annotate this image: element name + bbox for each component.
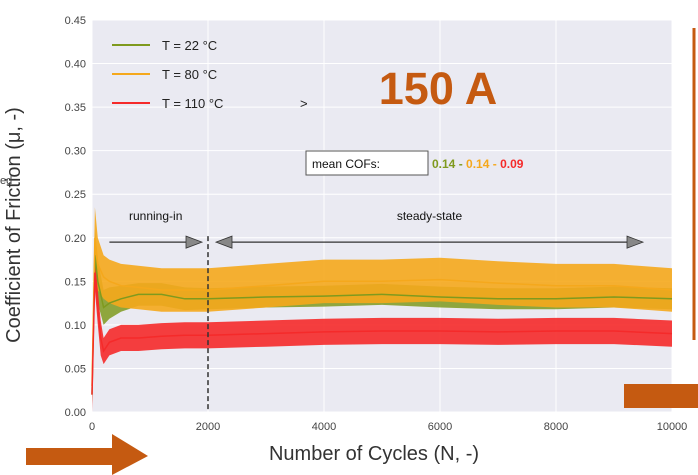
y-tick-label: 0.15 — [65, 276, 86, 288]
x-tick-label: 10000 — [657, 421, 688, 433]
legend-stray-mark: > — [300, 96, 308, 111]
phase-annotations: running-in steady-state — [109, 209, 645, 412]
series-bands — [92, 207, 672, 412]
right-arrow-icon — [26, 434, 148, 475]
y-label-fragment: ed — [0, 175, 12, 187]
steady-state-label: steady-state — [397, 209, 463, 223]
series-line-2 — [91, 272, 673, 395]
legend-entry-22: T = 22 °C — [162, 38, 217, 53]
axes: 0 2000 4000 6000 8000 10000 0.00 0.05 0.10 0.15 0.… — [65, 15, 688, 433]
mean-cof-label: mean COFs: — [312, 157, 380, 171]
x-axis-label: Number of Cycles (N, -) — [269, 443, 479, 465]
series-band-2 — [92, 255, 672, 412]
y-tick-label: 0.40 — [65, 59, 86, 71]
mean-cof-110: 0.09 — [500, 157, 524, 171]
mean-cof-sep-1: - — [455, 157, 466, 171]
slide-accent-block — [624, 384, 698, 408]
y-tick-label: 0.25 — [65, 189, 86, 201]
x-tick-label: 8000 — [544, 421, 568, 433]
mean-cof-values: 0.14 - 0.14 - 0.09 — [432, 157, 524, 171]
running-in-arrow-head — [185, 235, 204, 249]
series-lines — [91, 237, 673, 395]
legend: T = 22 °C T = 80 °C T = 110 °C > — [112, 38, 308, 111]
x-tick-label: 4000 — [312, 421, 336, 433]
y-tick-label: 0.00 — [65, 407, 86, 419]
mean-cof-annotation: mean COFs: 0.14 - 0.14 - 0.09 — [305, 150, 524, 176]
y-tick-label: 0.05 — [65, 363, 86, 375]
y-tick-label: 0.20 — [65, 233, 86, 245]
y-axis-label: Coefficient of Friction (μ, -) — [3, 107, 25, 343]
mean-cof-box — [305, 150, 429, 176]
series-line-1 — [91, 237, 673, 386]
y-tick-label: 0.35 — [65, 102, 86, 114]
mean-cof-22: 0.14 — [432, 157, 456, 171]
x-tick-label: 6000 — [428, 421, 452, 433]
y-tick-label: 0.45 — [65, 15, 86, 27]
legend-entry-110: T = 110 °C — [162, 96, 223, 111]
x-tick-label: 0 — [89, 421, 95, 433]
y-tick-label: 0.10 — [65, 320, 86, 332]
series-line-0 — [91, 255, 673, 395]
running-in-label: running-in — [129, 209, 182, 223]
mean-cof-80: 0.14 — [466, 157, 490, 171]
steady-state-arrow-head-right — [626, 235, 645, 249]
chart-title: 150 A — [379, 63, 497, 114]
steady-state-arrow-head-left — [214, 235, 233, 249]
series-band-1 — [92, 207, 672, 404]
y-tick-label: 0.30 — [65, 146, 86, 158]
legend-entry-80: T = 80 °C — [162, 67, 217, 82]
x-tick-label: 2000 — [196, 421, 220, 433]
mean-cof-sep-2: - — [489, 157, 500, 171]
